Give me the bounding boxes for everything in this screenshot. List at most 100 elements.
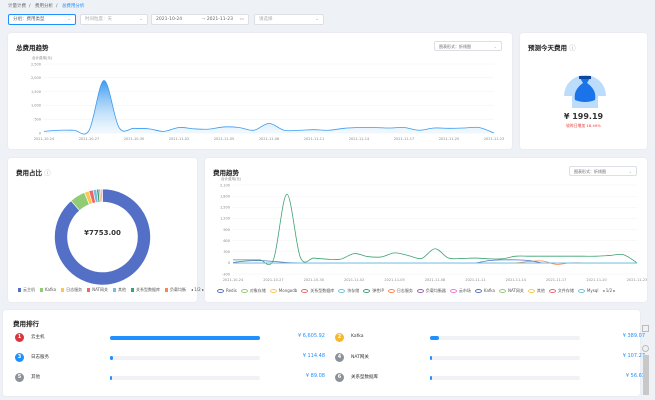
chevron-down-icon: ⌄ [67,17,71,22]
y-tick-label: 1,500 [31,90,41,94]
legend-item[interactable]: 日志服务 [61,287,82,293]
progress-bar [110,356,260,360]
y-tick-label: 2,100 [220,183,230,187]
rank-badge: 5 [15,373,24,382]
card-title: 费用排行 [13,320,39,328]
cost-value: ¥ 56.63 [625,373,645,379]
series-line-弹性IP [233,193,638,266]
cost-value: ¥ 6,605.92 [297,333,325,339]
group-select[interactable]: 分组：费用类型 ⌄ [8,14,76,25]
chart-type-select[interactable]: 图表形式：折线图 ⌄ [569,166,637,176]
y-tick-label: 900 [223,228,230,232]
legend-item[interactable]: 其他 [527,288,545,294]
predict-change: 较昨日增加 18.49% [566,123,601,128]
rank-badge: 2 [335,333,344,342]
x-tick-label: 2021-11-05 [214,137,234,141]
ranking-item: 1 云主机 ¥ 6,605.92 [15,332,325,346]
legend-item[interactable]: 关系型数据库 [130,287,160,293]
legend-item[interactable]: Redis [217,288,237,294]
predict-card: 预测今天费用 ⓘ ¥ 199.19 较昨日增加 18.49% [520,33,647,149]
chart-type-value: 图表形式：折线图 [439,44,471,49]
legend-item[interactable]: Mongodb [269,288,297,294]
service-name: Kafka [351,334,364,339]
legend-item[interactable]: 负载均衡器 [416,288,446,294]
y-tick-label: 300 [223,250,230,254]
x-tick-label: 2021-11-02 [344,278,364,282]
legend-item[interactable]: 弹性IP [363,288,384,294]
x-tick-label: 2021-10-24 [223,278,244,282]
legend-item[interactable]: 负载均衡 [164,287,186,293]
legend-item[interactable]: 其他 [112,287,126,293]
legend-pager[interactable]: ◂ 1/2 ▸ [602,288,616,293]
x-tick-label: 2021-11-23 [627,278,647,282]
legend-item[interactable]: 云市场 [449,288,471,294]
group-select-value: 分组：费用类型 [13,17,45,22]
x-tick-label: 2021-11-11 [304,137,324,141]
legend-item[interactable]: NAT网关 [499,288,524,294]
progress-bar [110,376,260,380]
service-name: NAT网关 [351,355,369,360]
x-tick-label: 2021-10-30 [124,137,144,141]
y-tick-label: 0 [39,131,41,135]
y-tick-label: 1,500 [220,206,230,210]
chart-type-value: 图表形式：折线图 [574,169,606,174]
ranking-item: 2 Kafka ¥ 389.07 [335,332,645,346]
x-tick-label: 2021-11-17 [546,278,566,282]
breadcrumb-item[interactable]: 费用分析 [34,4,53,9]
money-bag-icon [564,75,606,108]
legend-item[interactable]: Mysql [577,288,598,294]
legend-item[interactable]: 文件存储 [548,288,574,294]
info-icon: ⓘ [44,169,51,177]
date-end: 2021-11-23 [206,17,233,22]
progress-bar [430,336,580,340]
legend-item[interactable]: 关系型数据库 [301,288,334,294]
rank-badge: 3 [15,353,24,362]
y-tick-label: 0 [228,261,230,265]
x-tick-label: 2021-11-05 [384,278,404,282]
legend-pager[interactable]: ◂ 1/2 ▸ [190,287,204,292]
breadcrumb-current: 总费用分析 [61,4,85,9]
card-title: 预测今天费用 ⓘ [528,44,576,52]
card-title: 费用趋势 [213,169,239,177]
legend-item[interactable]: Kafka [474,288,495,294]
share-legend: 云主机 Kafka 日志服务 NAT网关 其他 关系型数据库 负载均衡 ◂ 1/2 ▸ [18,287,204,293]
legend-item[interactable]: Kafka [40,287,56,293]
x-tick-label: 2021-11-14 [506,278,527,282]
chart-type-select[interactable]: 图表形式：折线图 ⌄ [434,41,502,51]
x-tick-label: 2021-10-27 [79,137,99,141]
legend-item[interactable]: 云主机 [18,287,35,293]
filter-select[interactable]: 请选择 ⌄ [254,14,324,25]
granularity-select[interactable]: 时间粒度：天 ⌄ [80,14,148,25]
ranking-item: 4 NAT网关 ¥ 107.27 [335,352,645,366]
legend-item[interactable]: 对象存储 [240,288,266,294]
y-tick-label: 2,000 [31,76,41,80]
trend-card: 费用趋势 图表形式：折线图 ⌄ 合计费用(元) -300 0 300 600 900 1,20… [205,158,647,302]
area-fill [44,80,494,135]
x-tick-label: 2021-11-23 [484,137,504,141]
legend-item[interactable]: NAT网关 [87,287,108,293]
service-name: 日志服务 [31,355,49,360]
chat-icon[interactable] [642,345,649,352]
cost-value: ¥ 114.48 [302,353,325,359]
save-icon[interactable] [642,325,649,332]
legend-item[interactable]: 块存储 [338,288,359,294]
x-tick-label: 2021-10-24 [34,137,55,141]
service-name: 其他 [31,375,40,380]
share-card: 费用占比 ⓘ ¥7753.00 云主机 Kafka 日志服务 NAT网关 其他 关系型数据… [8,158,204,302]
pie-slice-块存储 [101,188,103,203]
breadcrumb-item[interactable]: 计量计费 [8,4,26,9]
x-tick-label: 2021-11-02 [169,137,189,141]
x-tick-label: 2021-11-14 [349,137,370,141]
date-range-picker[interactable]: 2021-10-24 → 2021-11-23 ▭ [151,14,249,25]
pie-slice-云主机 [54,188,151,286]
progress-bar [430,356,580,360]
legend-item[interactable]: 日志服务 [387,288,413,294]
y-tick-label: 600 [223,239,230,243]
progress-bar [430,376,580,380]
scrollbar[interactable] [643,355,649,395]
cost-value: ¥ 89.08 [305,373,325,379]
progress-bar [110,336,260,340]
rank-badge: 4 [335,353,344,362]
x-tick-label: 2021-11-17 [394,137,414,141]
x-tick-label: 2021-11-11 [465,278,485,282]
